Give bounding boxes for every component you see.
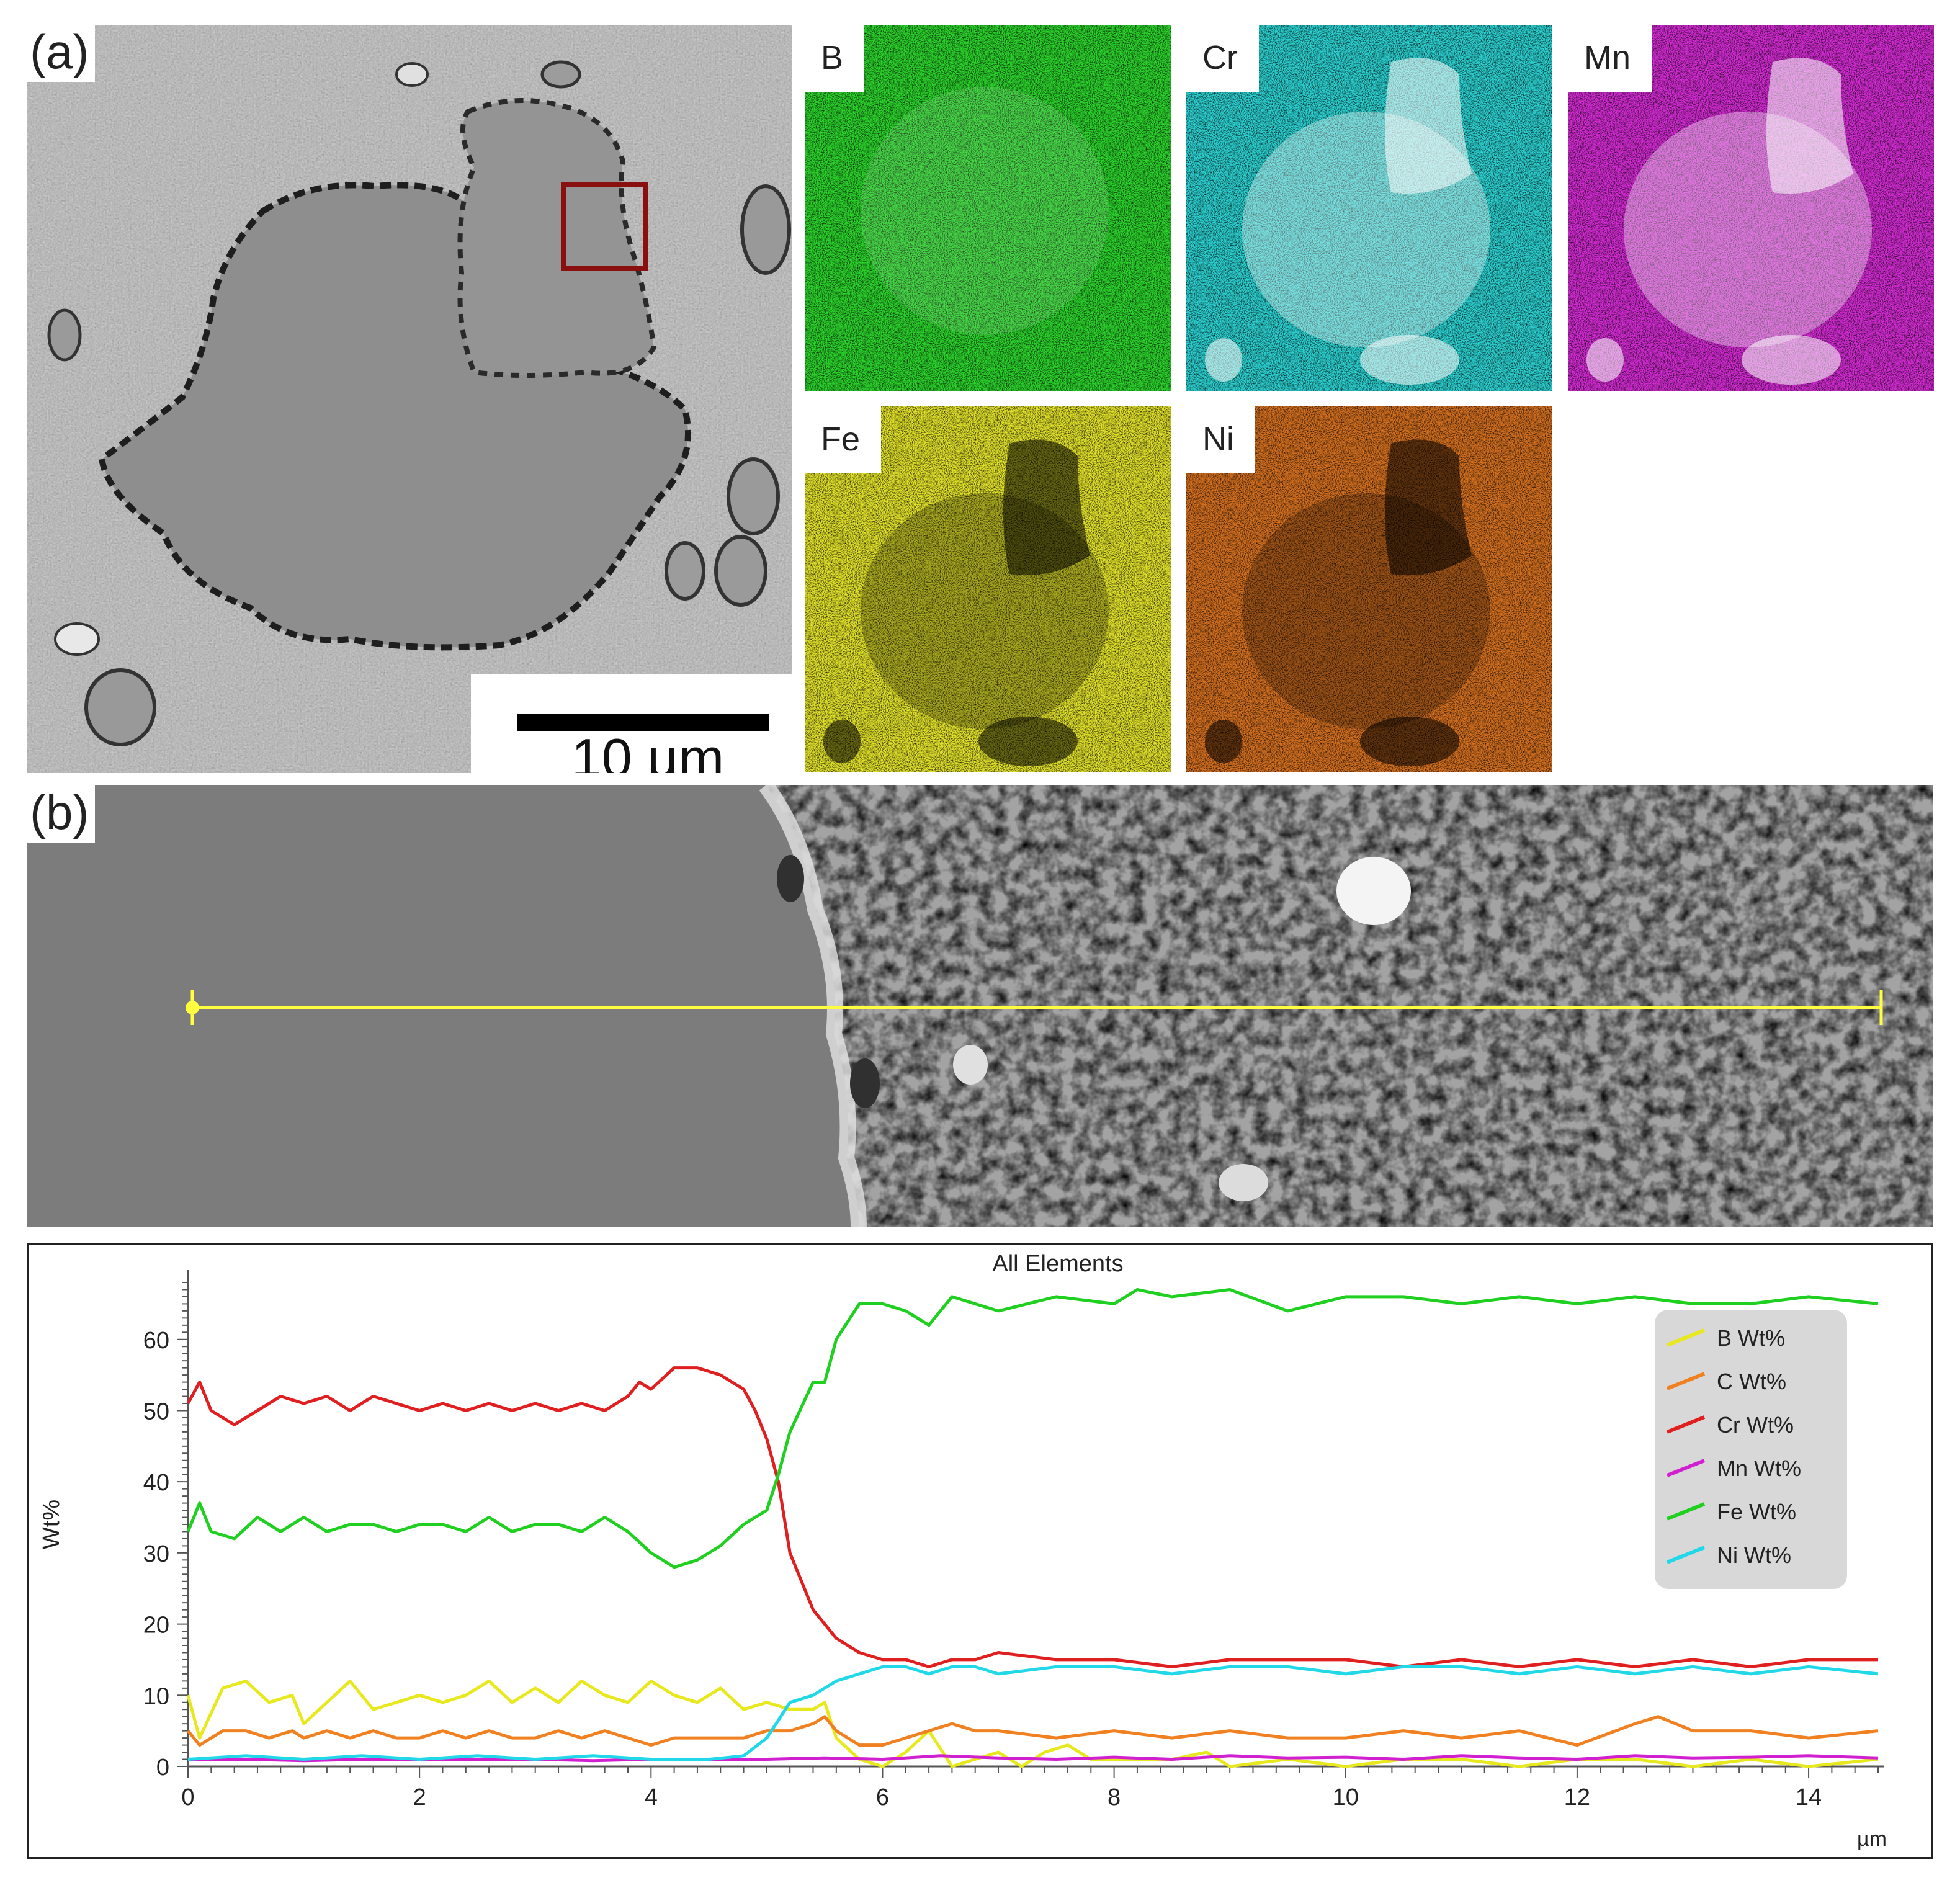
y-tick-label: 10 <box>143 1683 169 1709</box>
x-tick-label: 8 <box>1108 1784 1121 1810</box>
upper-grain <box>457 98 657 378</box>
x-tick-label: 6 <box>876 1784 889 1810</box>
legend-swatch <box>1666 1502 1706 1521</box>
linescan-chart: All Elements 0 10 20 30 40 50 60 0 2 4 6 8 10 12 14 µm Wt… <box>38 1251 1887 1851</box>
series-line-ni <box>187 1665 1879 1761</box>
chart-title: All Elements <box>992 1251 1123 1277</box>
y-axis-label: Wt% <box>38 1500 65 1549</box>
y-tick-label: 20 <box>143 1613 169 1639</box>
linescan-line <box>186 990 1883 1025</box>
panel-b-label: (b) <box>27 785 96 843</box>
legend-label: Mn Wt% <box>1717 1456 1801 1481</box>
x-tick-label: 0 <box>181 1784 194 1810</box>
eds-map-label: Mn <box>1568 25 1652 92</box>
legend-box <box>1655 1310 1847 1589</box>
x-tick-label: 4 <box>645 1784 658 1810</box>
sem-image-a: 10 µm (a) <box>27 25 792 773</box>
panel-a-label: (a) <box>27 25 96 82</box>
y-tick-label: 60 <box>143 1328 169 1354</box>
eds-map-label: Ni <box>1186 406 1255 473</box>
y-tick-label: 50 <box>143 1398 169 1425</box>
y-tick-label: 30 <box>143 1541 169 1567</box>
eds-map-ni: Ni <box>1186 406 1552 772</box>
legend-label: Cr Wt% <box>1717 1412 1794 1438</box>
legend-swatch <box>1666 1546 1706 1564</box>
linescan-chart-frame: All Elements 0 10 20 30 40 50 60 0 2 4 6 8 10 12 14 µm Wt… <box>27 1243 1933 1859</box>
y-tick-label: 40 <box>143 1470 169 1496</box>
series-line-c <box>187 1715 1879 1747</box>
legend-label: B Wt% <box>1717 1325 1785 1351</box>
x-tick-label: 14 <box>1796 1784 1822 1810</box>
eds-map-mn: Mn <box>1568 25 1934 391</box>
eds-map-cr: Cr <box>1186 25 1552 391</box>
scale-bar-box: 10 µm <box>471 674 792 773</box>
x-tick-label: 2 <box>413 1784 426 1810</box>
eds-map-b: B <box>805 25 1171 391</box>
eds-map-label: Cr <box>1186 25 1259 92</box>
legend-swatch <box>1666 1372 1706 1390</box>
legend-label: Fe Wt% <box>1717 1499 1796 1524</box>
series-line-mn <box>188 1754 1879 1763</box>
legend-label: Ni Wt% <box>1717 1542 1791 1568</box>
eds-map-label: B <box>805 25 865 92</box>
x-tick-label: 10 <box>1333 1784 1359 1810</box>
sem-linescan-image <box>27 785 1933 1227</box>
scale-bar-label: 10 µm <box>571 727 725 774</box>
eds-map-fe: Fe <box>805 406 1171 772</box>
series-line-fe <box>186 1288 1879 1569</box>
eds-map-label: Fe <box>805 406 882 473</box>
scale-bar <box>517 714 769 731</box>
series-line-b <box>186 1679 1879 1768</box>
roi-box <box>561 182 648 271</box>
sem-micrograph <box>27 25 792 773</box>
x-tick-label: 12 <box>1564 1784 1590 1810</box>
legend-swatch <box>1666 1328 1706 1347</box>
legend-swatch <box>1666 1415 1706 1434</box>
sem-image-b: (b) <box>27 785 1933 1227</box>
legend-swatch <box>1666 1459 1706 1477</box>
y-tick-label: 0 <box>156 1755 169 1781</box>
x-axis-label: µm <box>1857 1827 1887 1851</box>
legend-label: C Wt% <box>1717 1369 1786 1394</box>
series-line-cr <box>186 1366 1878 1668</box>
